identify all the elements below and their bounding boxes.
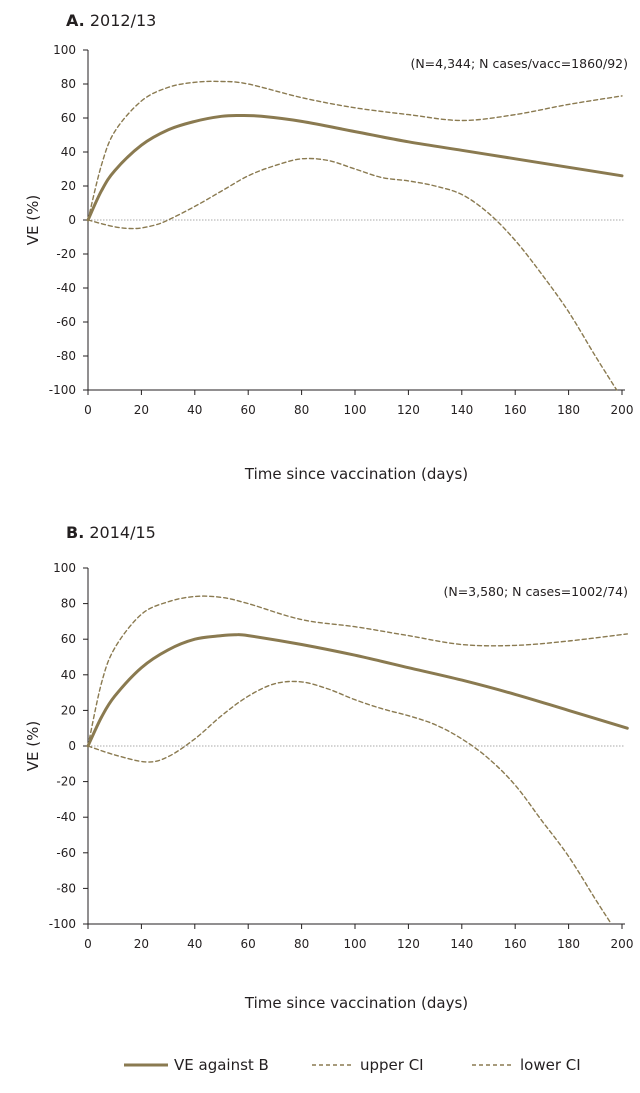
x-tick-label: 120	[397, 937, 420, 951]
y-tick-label: -60	[56, 846, 76, 860]
series-line-lower-ci	[87, 157, 618, 391]
x-tick-label: 120	[397, 403, 420, 417]
x-axis-title: Time since vaccination (days)	[244, 994, 468, 1012]
y-tick-label: 60	[61, 111, 76, 125]
x-tick-label: 0	[84, 403, 92, 417]
x-tick-label: 80	[294, 403, 309, 417]
y-tick-label: -40	[56, 281, 76, 295]
y-tick-label: 100	[53, 561, 76, 575]
y-tick-label: 20	[61, 703, 76, 717]
y-tick-label: 40	[61, 145, 76, 159]
legend-label: upper CI	[360, 1056, 424, 1074]
y-tick-label: -60	[56, 315, 76, 329]
chart-panel-b: B. 2014/15 (N=3,580; N cases=1002/74) 100 8…	[24, 523, 633, 1012]
chart-panel-a: A. 2012/13 (N=4,344; N cases/vacc=1860/92…	[24, 11, 633, 483]
y-tick-label: 100	[53, 43, 76, 57]
sample-size-note: (N=4,344; N cases/vacc=1860/92)	[410, 56, 628, 71]
panel-title: A. 2012/13	[66, 11, 156, 30]
x-tick-label: 180	[557, 937, 580, 951]
x-tick-label: 140	[450, 937, 473, 951]
x-tick-label: 40	[187, 937, 202, 951]
y-axis-title: VE (%)	[24, 195, 42, 245]
x-tick-label: 0	[84, 937, 92, 951]
series-line-upper-ci	[87, 595, 628, 747]
y-tick-label: 40	[61, 668, 76, 682]
series-line-lower-ci	[87, 680, 612, 925]
x-tick-label: 160	[504, 937, 527, 951]
series-line-ve-against-b	[86, 113, 624, 222]
panel-letter: A.	[66, 11, 85, 30]
panel-year: 2012/13	[85, 11, 157, 30]
panel-year: 2014/15	[84, 523, 156, 542]
x-tick-label: 100	[344, 403, 367, 417]
x-tick-label: 80	[294, 937, 309, 951]
x-tick-label: 200	[611, 403, 634, 417]
x-tick-label: 20	[134, 937, 149, 951]
y-tick-label: -80	[56, 349, 76, 363]
x-tick-label: 200	[611, 937, 634, 951]
x-tick-label: 40	[187, 403, 202, 417]
series-line-ve-against-b	[86, 633, 629, 748]
y-tick-label: 0	[68, 739, 76, 753]
y-tick-label: 60	[61, 632, 76, 646]
x-tick-label: 160	[504, 403, 527, 417]
series-line-upper-ci	[87, 80, 623, 221]
x-tick-label: 180	[557, 403, 580, 417]
sample-size-note: (N=3,580; N cases=1002/74)	[443, 584, 628, 599]
x-tick-label: 20	[134, 403, 149, 417]
panel-letter: B.	[66, 523, 84, 542]
y-tick-label: 20	[61, 179, 76, 193]
y-tick-label: 80	[61, 597, 76, 611]
legend-label: lower CI	[520, 1056, 581, 1074]
x-axis-title: Time since vaccination (days)	[244, 465, 468, 483]
x-tick-label: 140	[450, 403, 473, 417]
y-tick-label: 0	[68, 213, 76, 227]
y-tick-label: -20	[56, 247, 76, 261]
x-tick-label: 60	[241, 403, 256, 417]
x-tick-label: 100	[344, 937, 367, 951]
y-tick-label: 80	[61, 77, 76, 91]
y-tick-label: -20	[56, 775, 76, 789]
y-axis-title: VE (%)	[24, 721, 42, 771]
y-tick-label: -100	[49, 383, 76, 397]
legend-label: VE against B	[174, 1056, 269, 1074]
chart-legend: VE against B upper CI lower CI	[124, 1056, 581, 1074]
x-tick-label: 60	[241, 937, 256, 951]
y-tick-label: -100	[49, 917, 76, 931]
panel-title: B. 2014/15	[66, 523, 156, 542]
y-tick-label: -80	[56, 881, 76, 895]
y-tick-label: -40	[56, 810, 76, 824]
